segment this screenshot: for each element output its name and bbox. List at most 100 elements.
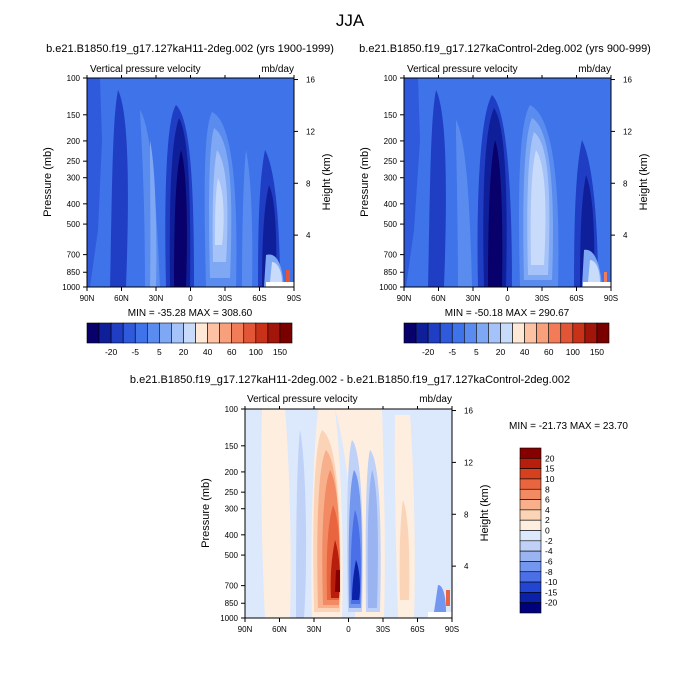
colorbar-label: 8	[545, 484, 550, 494]
colorbar-swatch	[519, 509, 542, 521]
x-tick-label: 0	[188, 294, 193, 303]
panel-a-right-string: mb/day	[261, 64, 294, 75]
y-tick-label: 100	[67, 74, 81, 83]
panel-b-right-string: mb/day	[578, 64, 611, 75]
colorbar-label: 60	[544, 347, 554, 357]
colorbar-swatch	[98, 322, 112, 344]
colorbar-swatch	[519, 581, 542, 593]
panel-a-stats: MIN = -35.28 MAX = 308.60	[128, 308, 253, 319]
colorbar-swatch	[134, 322, 148, 344]
colorbar-swatch	[403, 322, 417, 344]
height-tick-label: 12	[464, 458, 473, 467]
colorbar-label: -20	[422, 347, 435, 357]
y-tick-label: 700	[225, 582, 239, 591]
panel-b-contour-region	[456, 120, 472, 287]
y-tick-label: 850	[384, 268, 398, 277]
colorbar-swatch	[519, 478, 542, 490]
y-tick-label: 100	[225, 405, 239, 414]
colorbar-swatch	[596, 322, 610, 344]
height-tick-label: 8	[464, 510, 469, 519]
colorbar-label: 60	[227, 347, 237, 357]
panel-b-ylabel: Pressure (mb)	[359, 147, 371, 217]
y-tick-label: 150	[67, 111, 81, 120]
colorbar-swatch	[548, 322, 562, 344]
y-tick-label: 250	[384, 157, 398, 166]
colorbar-label: -4	[545, 546, 553, 556]
colorbar-swatch	[219, 322, 233, 344]
x-tick-label: 60N	[114, 294, 129, 303]
y-tick-label: 100	[384, 74, 398, 83]
height-tick-label: 16	[623, 76, 632, 85]
colorbar-label: 0	[545, 526, 550, 536]
panel-c-y2label: Height (km)	[479, 485, 491, 542]
panel-b-stats: MIN = -50.18 MAX = 290.67	[445, 308, 570, 319]
panel-c-ylabel: Pressure (mb)	[200, 478, 212, 548]
colorbar-swatch	[243, 322, 257, 344]
colorbar-label: -5	[448, 347, 456, 357]
colorbar-swatch	[255, 322, 269, 344]
x-tick-label: 90S	[604, 294, 618, 303]
colorbar-swatch	[171, 322, 184, 344]
colorbar-swatch	[476, 322, 489, 344]
y-tick-label: 200	[225, 468, 239, 477]
colorbar-swatch	[572, 322, 586, 344]
panel-c-axes: 90N 60N 30N 0 30S 60S 90S 100 150 200 250 300 400 500…	[220, 405, 473, 634]
colorbar-label: 20	[179, 347, 189, 357]
panel-b-contour-region	[488, 140, 503, 287]
panel-c-contour-region	[296, 430, 307, 618]
colorbar-swatch	[195, 322, 208, 344]
colorbar-swatch	[519, 561, 542, 573]
colorbar-swatch	[267, 322, 281, 344]
colorbar-label: 40	[203, 347, 213, 357]
height-tick-label: 8	[306, 179, 311, 188]
colorbar-label: 40	[520, 347, 530, 357]
colorbar-label: -10	[545, 577, 558, 587]
colorbar-label: -8	[545, 567, 553, 577]
colorbar-swatch	[427, 322, 441, 344]
panel-b-topo-mask	[583, 282, 611, 287]
x-tick-label: 0	[346, 625, 351, 634]
y-tick-label: 150	[384, 111, 398, 120]
colorbar-swatch	[159, 322, 172, 344]
colorbar-swatch	[519, 458, 542, 469]
panel-a-colorbar: -20 -5 5 20 40 60 100 150	[86, 322, 293, 357]
colorbar-swatch	[86, 322, 100, 344]
panel-c-contour-region	[261, 409, 291, 618]
y-tick-label: 500	[67, 220, 81, 229]
y-tick-label: 1000	[220, 614, 238, 623]
panel-b-left-string: Vertical pressure velocity	[407, 64, 518, 75]
x-tick-label: 30S	[535, 294, 549, 303]
x-tick-label: 0	[505, 294, 510, 303]
colorbar-label: 10	[545, 474, 555, 484]
panel-c-contour-region	[434, 585, 446, 612]
y-tick-label: 300	[225, 505, 239, 514]
colorbar-swatch	[519, 540, 542, 552]
colorbar-label: 4	[545, 505, 550, 515]
colorbar-swatch	[146, 322, 160, 344]
panel-control: b.e21.B1850.f19_g17.127kaControl-2deg.00…	[359, 43, 651, 357]
panel-c-contours	[245, 409, 452, 618]
y-tick-label: 700	[384, 251, 398, 260]
y-tick-label: 300	[384, 174, 398, 183]
colorbar-label: 100	[566, 347, 580, 357]
main-title: JJA	[336, 11, 365, 30]
colorbar-swatch	[122, 322, 136, 344]
colorbar-swatch	[519, 519, 542, 531]
panel-b-axes: 90N 60N 30N 0 30S 60S 90S 100 150 200 250 300 400 500…	[379, 74, 632, 303]
panel-b-contour-region	[588, 260, 600, 282]
height-tick-label: 16	[464, 407, 473, 416]
colorbar-label: -20	[105, 347, 118, 357]
colorbar-swatch	[500, 322, 513, 344]
panel-a-contour-region	[87, 78, 102, 287]
colorbar-swatch	[463, 322, 477, 344]
panel-a-contour-region	[270, 262, 282, 282]
colorbar-label: 2	[545, 515, 550, 525]
panel-a-contours	[87, 78, 294, 287]
colorbar-label: 20	[496, 347, 506, 357]
colorbar-swatch	[519, 499, 542, 511]
colorbar-swatch	[519, 447, 542, 459]
colorbar-swatch	[512, 322, 525, 344]
panel-a-contour-region	[215, 178, 224, 245]
x-tick-label: 30N	[307, 625, 322, 634]
colorbar-label: -6	[545, 556, 553, 566]
